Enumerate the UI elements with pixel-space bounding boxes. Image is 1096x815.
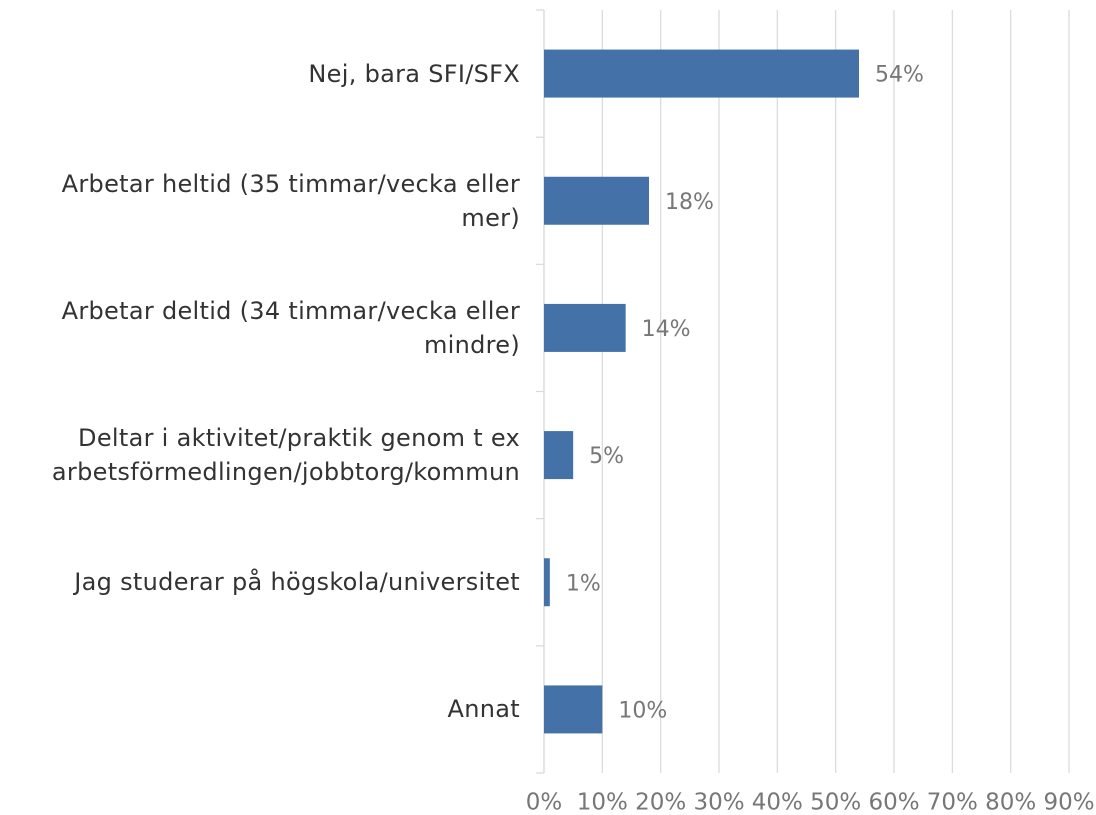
y-tick-label: Nej, bara SFI/SFX <box>308 59 520 88</box>
y-tick-label: Deltar i aktivitet/praktik genom t ex ar… <box>51 424 520 487</box>
bar <box>544 431 574 480</box>
bar <box>544 558 550 607</box>
x-tick-label: 90% <box>1043 790 1094 815</box>
data-label: 5% <box>589 444 624 469</box>
y-tick-label: Arbetar heltid (35 timmar/vecka eller me… <box>61 169 520 232</box>
x-tick-label: 70% <box>927 790 978 815</box>
y-tick-label: Annat <box>447 695 520 724</box>
x-tick-label: 50% <box>810 790 861 815</box>
data-label: 54% <box>875 63 924 88</box>
x-tick-label: 60% <box>868 790 919 815</box>
bar <box>544 303 626 352</box>
x-tick-label: 20% <box>635 790 686 815</box>
x-tick-label: 10% <box>577 790 628 815</box>
bar <box>544 49 859 98</box>
y-tick-label: Jag studerar på högskola/universitet <box>74 568 520 597</box>
data-label: 14% <box>642 317 691 342</box>
bar <box>544 176 649 225</box>
data-label: 1% <box>566 571 601 596</box>
x-tick-label: 40% <box>752 790 803 815</box>
x-tick-label: 80% <box>985 790 1036 815</box>
bar <box>544 685 603 734</box>
data-label: 10% <box>618 698 667 723</box>
data-label: 18% <box>665 190 714 215</box>
x-tick-label: 30% <box>693 790 744 815</box>
x-tick-label: 0% <box>526 790 563 815</box>
y-tick-label: Arbetar deltid (34 timmar/vecka eller mi… <box>61 296 520 359</box>
